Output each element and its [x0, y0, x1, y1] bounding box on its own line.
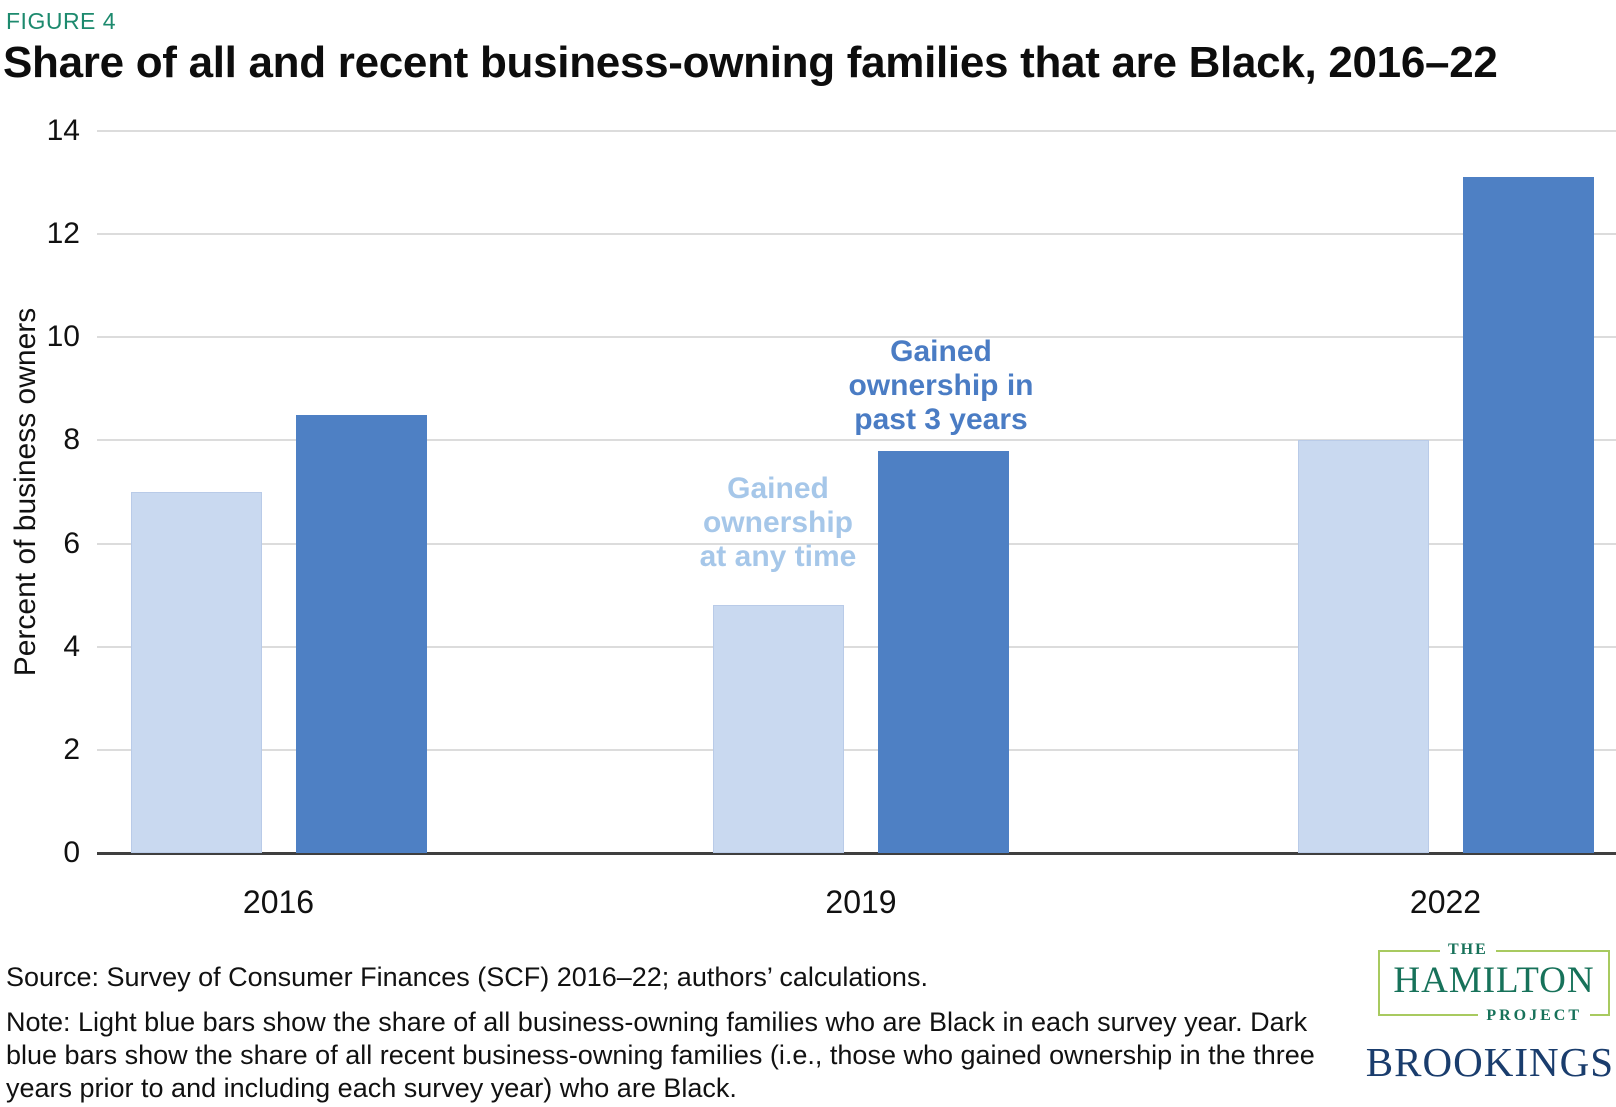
gridline [97, 645, 1616, 648]
y-tick-label: 4 [63, 629, 80, 663]
x-tick-label-2019: 2019 [825, 884, 897, 920]
bar-2016-any-time [130, 492, 262, 853]
chart-title: Share of all and recent business-owning … [3, 38, 1498, 87]
y-tick-label: 6 [63, 526, 80, 560]
note-text: Note: Light blue bars show the share of … [6, 1007, 1315, 1103]
gridline [97, 748, 1616, 751]
y-tick-label: 8 [63, 423, 80, 457]
bar-2022-recent [1462, 177, 1594, 853]
x-tick-label-2016: 2016 [242, 884, 315, 920]
y-tick-label: 10 [46, 320, 80, 354]
y-tick-label: 0 [63, 836, 80, 869]
gridline [97, 542, 1616, 545]
series-label-past-3-years: Gained ownership in past 3 years [848, 335, 1034, 436]
figure-number-label: FIGURE 4 [6, 8, 117, 34]
series-label-any-time: Gained ownership at any time [699, 472, 857, 573]
hamilton-project-logo: THE HAMILTON PROJECT [1378, 941, 1610, 1025]
x-axis-line [97, 852, 1616, 855]
hamilton-logo-name: HAMILTON [1393, 960, 1595, 1001]
y-tick-label: 2 [63, 732, 80, 766]
brookings-logo: BROOKINGS [1365, 1039, 1614, 1085]
y-tick-label: 12 [46, 217, 80, 251]
gridline [97, 130, 1616, 132]
hamilton-logo-the: THE [1440, 941, 1496, 959]
source-text: Source: Survey of Consumer Finances (SCF… [6, 962, 928, 992]
bar-2022-any-time [1297, 440, 1429, 853]
gridline [97, 233, 1616, 236]
y-axis-title: Percent of business owners [9, 307, 42, 677]
x-tick-label-2022: 2022 [1409, 884, 1482, 920]
hamilton-logo-project: PROJECT [1478, 1007, 1590, 1025]
bar-2016-recent [295, 414, 427, 853]
bar-2019-recent [878, 450, 1009, 853]
gridline [97, 336, 1616, 339]
gridline [97, 439, 1616, 442]
bar-2019-any-time [713, 605, 844, 853]
y-tick-label: 14 [46, 114, 80, 147]
